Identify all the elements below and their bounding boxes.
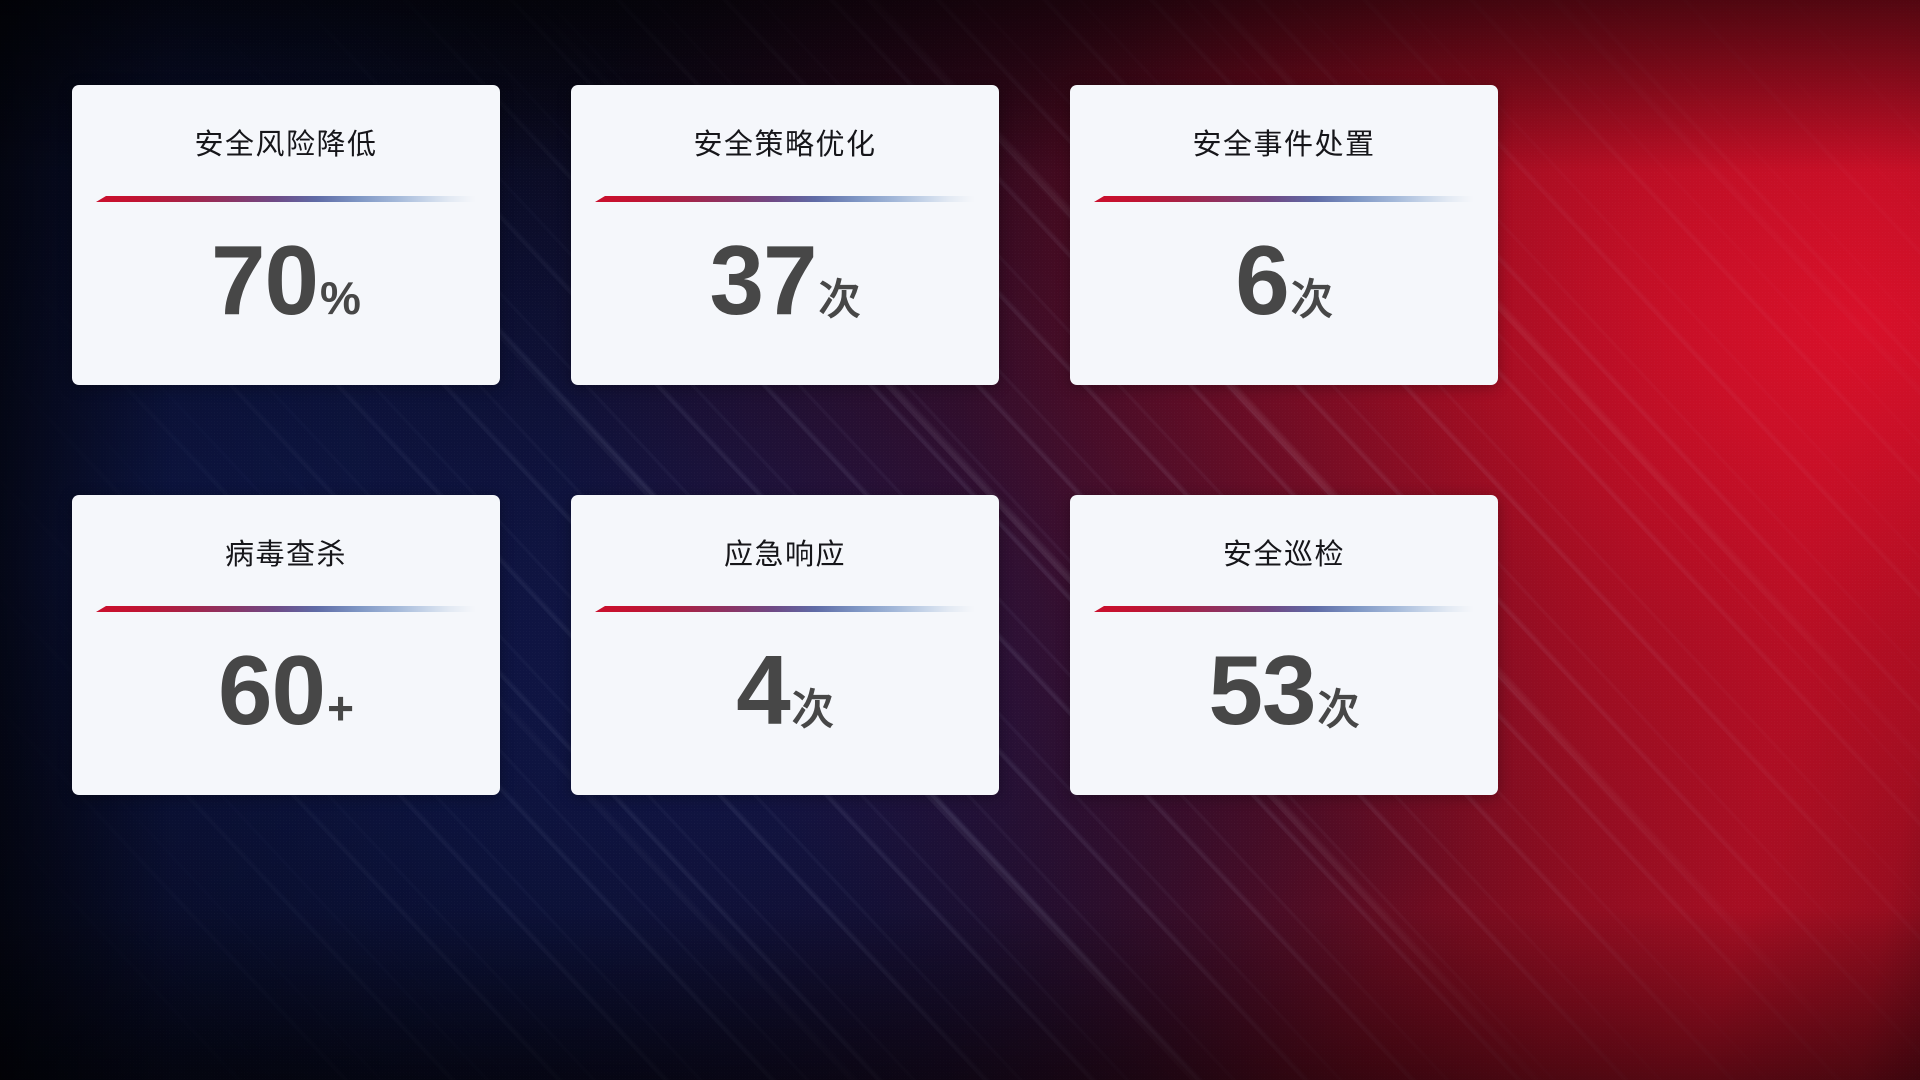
- metric-card-value: 37: [709, 225, 817, 335]
- metric-card[interactable]: 安全风险降低 70 %: [72, 85, 500, 385]
- metric-card-divider: [1094, 196, 1474, 202]
- metric-card-divider: [595, 606, 975, 612]
- metric-card-value-row: 4 次: [736, 641, 834, 739]
- metric-card-unit: 次: [791, 686, 834, 733]
- metric-card-value-row: 53 次: [1208, 641, 1359, 739]
- metric-card-value: 6: [1235, 225, 1290, 335]
- metric-card-value: 60: [218, 635, 326, 745]
- metric-card-divider: [1094, 606, 1474, 612]
- metric-card-unit: 次: [1290, 276, 1333, 323]
- metric-card-value-row: 37 次: [709, 231, 860, 329]
- metric-card[interactable]: 安全策略优化 37 次: [571, 85, 999, 385]
- metric-card-divider: [96, 196, 476, 202]
- metric-card-value: 4: [736, 635, 791, 745]
- metric-card-value: 70: [211, 225, 319, 335]
- metric-card-value-row: 70 %: [211, 231, 361, 329]
- metric-card-title: 应急响应: [723, 539, 846, 571]
- metric-card-value-row: 6 次: [1235, 231, 1333, 329]
- metric-card-value: 53: [1208, 635, 1316, 745]
- metric-card[interactable]: 应急响应 4 次: [571, 495, 999, 795]
- metric-card[interactable]: 安全事件处置 6 次: [1070, 85, 1498, 385]
- metric-card-value-row: 60 +: [218, 641, 354, 739]
- metric-card-divider: [595, 196, 975, 202]
- metric-card[interactable]: 安全巡检 53 次: [1070, 495, 1498, 795]
- metric-card-grid: 安全风险降低 70 % 安全策略优化 37 次 安全事件处置 6 次 病毒查: [72, 85, 1498, 795]
- metric-card-title: 安全事件处置: [1192, 129, 1376, 161]
- metric-card-title: 病毒查杀: [224, 539, 347, 571]
- metric-card[interactable]: 病毒查杀 60 +: [72, 495, 500, 795]
- metric-card-unit: 次: [1317, 686, 1360, 733]
- metric-card-unit: 次: [818, 276, 861, 323]
- metric-card-divider: [96, 606, 476, 612]
- metric-card-unit: %: [320, 272, 361, 324]
- metric-card-unit: +: [327, 682, 354, 734]
- metric-card-title: 安全风险降低: [194, 129, 378, 161]
- metric-card-title: 安全巡检: [1222, 539, 1345, 571]
- metric-card-title: 安全策略优化: [693, 129, 877, 161]
